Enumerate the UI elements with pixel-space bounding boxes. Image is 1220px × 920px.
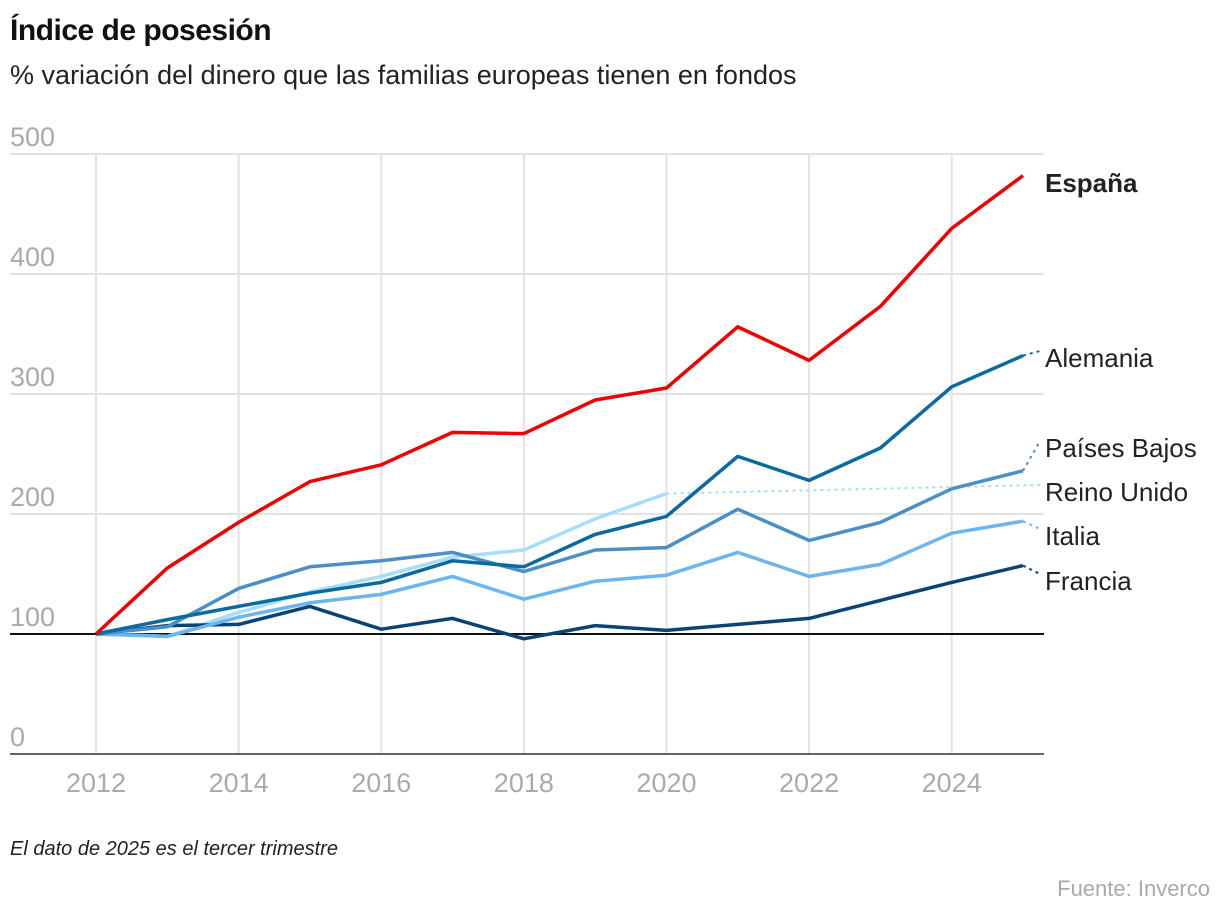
chart-subtitle: % variación del dinero que las familias … (10, 60, 797, 90)
series-label: Francia (1045, 566, 1132, 596)
chart-note: El dato de 2025 es el tercer trimestre (10, 838, 338, 860)
x-tick-label: 2022 (779, 768, 839, 798)
label-connector (1022, 440, 1041, 472)
series-line-italia (95, 519, 1024, 639)
y-tick-label: 300 (10, 362, 55, 392)
series-line-países-bajos (95, 469, 1024, 636)
series-label: Italia (1045, 521, 1100, 551)
y-tick-label: 100 (10, 602, 55, 632)
series-line-españa (94, 174, 1025, 636)
x-tick-label: 2018 (494, 768, 554, 798)
series-label: Alemania (1045, 343, 1154, 373)
series-line-francia (95, 563, 1024, 641)
chart-title: Índice de posesión (10, 14, 272, 47)
x-tick-label: 2012 (66, 768, 126, 798)
series-label: España (1045, 168, 1138, 198)
y-tick-label: 400 (10, 242, 55, 272)
x-tick-label: 2020 (636, 768, 696, 798)
chart-source: Fuente: Inverco (1057, 876, 1210, 901)
label-connector (1022, 350, 1041, 357)
series-line-alemania (95, 353, 1024, 636)
x-tick-label: 2016 (351, 768, 411, 798)
y-tick-label: 200 (10, 482, 55, 512)
label-connector (666, 484, 1041, 495)
x-tick-label: 2024 (922, 768, 982, 798)
x-tick-label: 2014 (209, 768, 269, 798)
y-tick-label: 0 (10, 722, 25, 752)
series-label: Países Bajos (1045, 433, 1197, 463)
series-label: Reino Unido (1045, 477, 1188, 507)
y-tick-label: 500 (10, 122, 55, 152)
label-connector (1022, 564, 1041, 575)
label-connector (1022, 520, 1041, 530)
